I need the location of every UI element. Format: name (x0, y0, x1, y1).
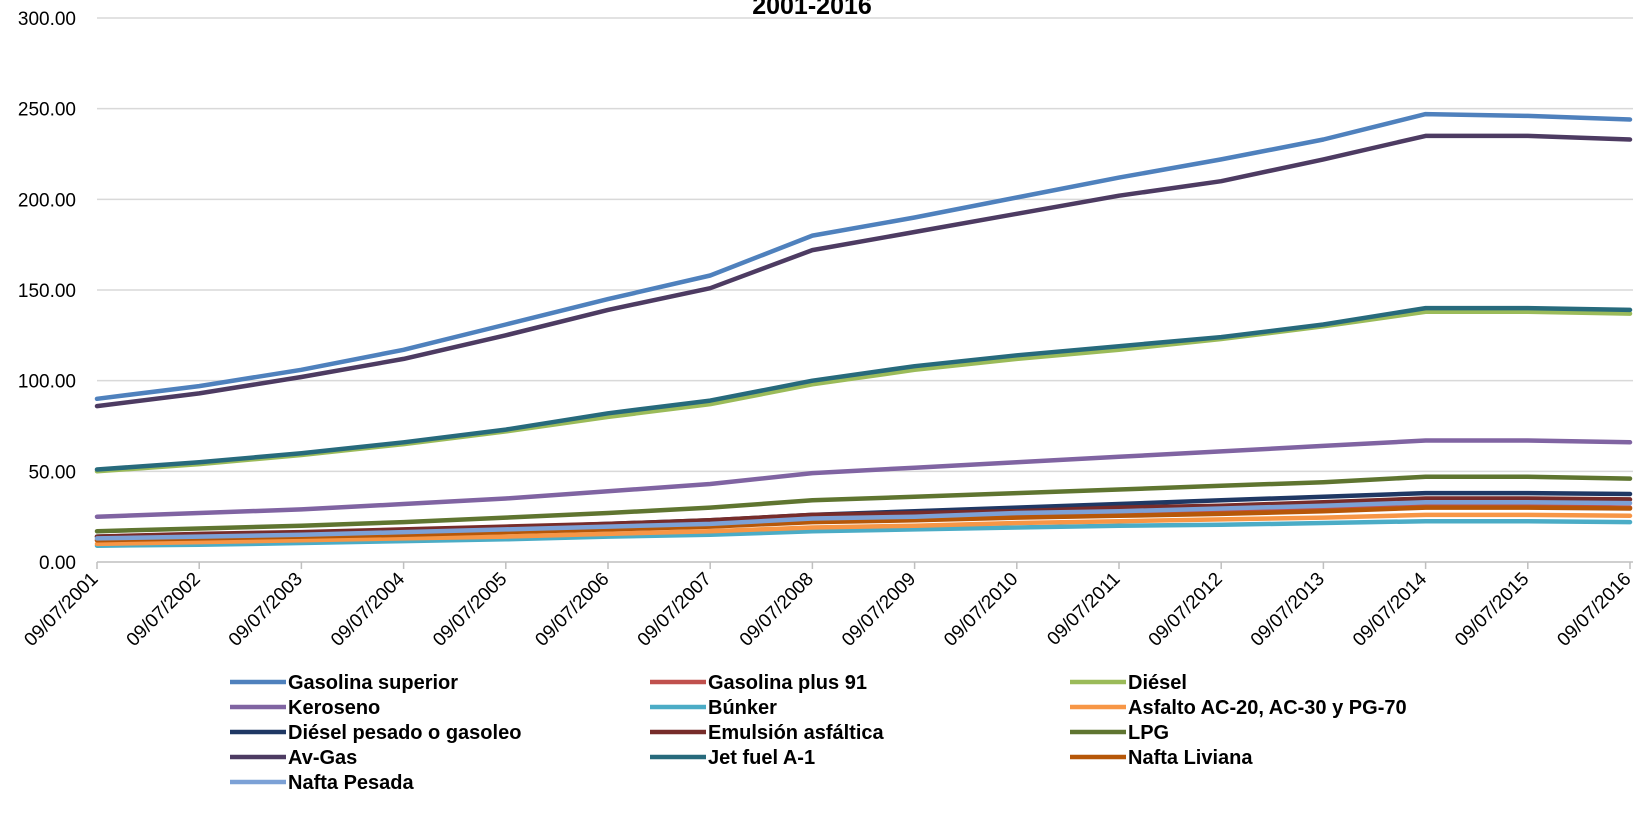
y-tick-label: 150.00 (18, 281, 76, 302)
x-axis: 09/07/2001 09/07/2002 09/07/2003 09/07/2004… (20, 561, 1633, 651)
x-tick-label: 09/07/2014 (1349, 568, 1431, 650)
series-line (94, 499, 1633, 541)
legend: Gasolina superior Gasolina plus 91 Diésel K… (230, 672, 1407, 794)
legend-label: Keroseno (288, 697, 380, 719)
y-tick-label: 100.00 (18, 372, 76, 393)
x-tick-label: 09/07/2010 (940, 569, 1022, 651)
x-tick-label: 09/07/2002 (123, 569, 205, 651)
x-tick-label: 09/07/2003 (225, 569, 307, 651)
y-tick-label: 200.00 (18, 190, 76, 211)
y-tick-label: 250.00 (18, 100, 76, 121)
series-line (94, 111, 1633, 402)
legend-label: Jet fuel A-1 (708, 747, 815, 769)
x-tick-label: 09/07/2013 (1247, 569, 1329, 651)
x-tick-label: 09/07/2004 (327, 568, 409, 650)
legend-label: Nafta Pesada (288, 772, 414, 794)
x-tick-label: 09/07/2008 (736, 569, 818, 651)
legend-label: Diésel (1128, 672, 1187, 694)
series-line (94, 305, 1633, 472)
x-tick-label: 09/07/2011 (1043, 569, 1124, 650)
legend-label: Diésel pesado o gasoleo (288, 722, 521, 744)
legend-label: Gasolina superior (288, 672, 458, 694)
x-tick-label: 09/07/2012 (1145, 569, 1227, 651)
legend-label: Gasolina plus 91 (708, 672, 867, 694)
plot-area (94, 111, 1633, 548)
x-tick-label: 09/07/2009 (838, 569, 920, 651)
legend-label: LPG (1128, 722, 1169, 744)
y-tick-label: 50.00 (28, 462, 76, 483)
series-line (94, 496, 1633, 539)
legend-label: Av-Gas (288, 747, 357, 769)
y-axis: 0.00 50.00 100.00 150.00 200.00 250.00 300.00 (18, 9, 76, 574)
x-tick-label: 09/07/2005 (429, 569, 511, 651)
legend-label: Búnker (708, 697, 777, 719)
x-tick-label: 09/07/2016 (1553, 569, 1633, 651)
chart-title: 2001-2016 (752, 0, 872, 20)
series-line (94, 438, 1633, 519)
series-line (94, 474, 1633, 534)
series-line (94, 133, 1633, 409)
y-tick-label: 300.00 (18, 9, 76, 30)
legend-label: Nafta Liviana (1128, 747, 1253, 769)
series-line (94, 518, 1633, 548)
x-tick-label: 09/07/2006 (531, 569, 613, 651)
gridlines (97, 17, 1633, 473)
x-tick-label: 09/07/2007 (634, 569, 716, 651)
legend-label: Emulsión asfáltica (708, 722, 884, 744)
series-line (94, 309, 1633, 474)
legend-label: Asfalto AC-20, AC-30 y PG-70 (1128, 697, 1407, 719)
x-tick-label: 09/07/2001 (20, 569, 102, 651)
series-line (94, 512, 1633, 547)
x-tick-label: 09/07/2015 (1451, 569, 1533, 651)
y-tick-label: 0.00 (39, 553, 76, 574)
